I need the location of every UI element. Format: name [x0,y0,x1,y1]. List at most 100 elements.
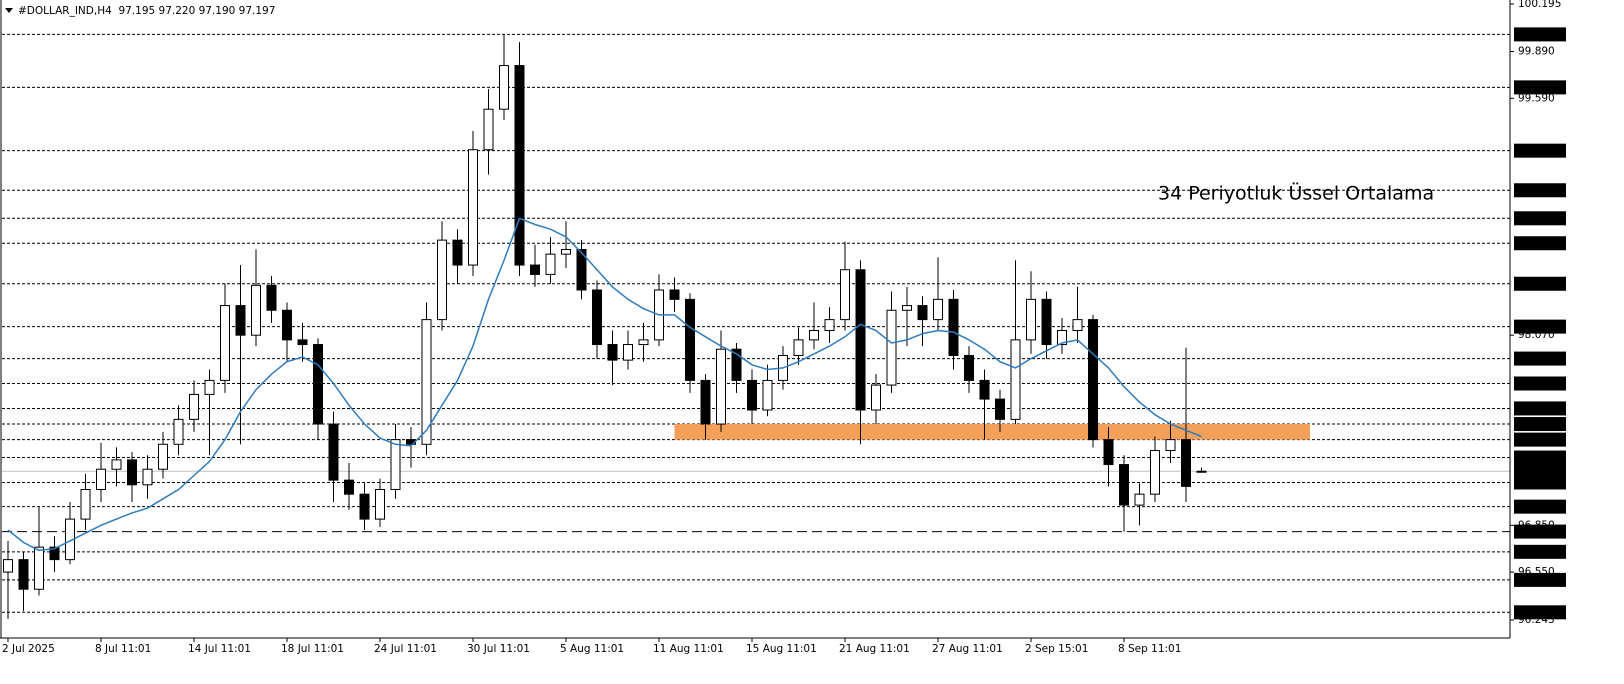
price-tag [1514,464,1566,479]
price-tag [1514,27,1566,42]
candle-body [731,348,742,381]
candle-body [468,149,478,266]
price-tag-label: 97.197 [1518,466,1555,478]
candle-body [824,319,835,332]
candle-body [1072,319,1083,332]
price-tag [1514,80,1566,95]
price-tag-label: 96.500 [1518,574,1555,586]
price-tag [1514,432,1566,447]
price-tag-label: 98.400 [1518,278,1555,290]
price-tag [1514,417,1566,432]
candle-body [251,284,261,336]
candle-body [948,298,959,356]
candle-body [669,289,680,300]
candle-body [1041,298,1052,346]
chart-title: #DOLLAR_IND,H4 97.195 97.220 97.190 97.1… [18,5,275,17]
price-tag [1514,544,1566,559]
x-tick-label: 5 Aug 11:01 [560,643,624,655]
candle-body [855,269,866,411]
price-tag [1514,183,1566,198]
candle-body [359,493,370,520]
candle-body [964,354,974,381]
price-tag [1514,524,1566,539]
candle-body [204,379,215,395]
price-tag-label: 96.810 [1518,526,1555,538]
candle-body [1119,464,1129,506]
candle-body [1088,319,1098,441]
candle-body [607,344,618,361]
candle-body [80,488,91,520]
candle-body [344,479,354,495]
candle-body [282,309,292,341]
candle-body [592,289,602,346]
price-tag-label: 98.660 [1518,238,1555,250]
price-tag [1514,572,1566,587]
candle-body [49,546,60,561]
candle-body [328,423,339,481]
candle-body [561,248,571,255]
candle-body [1057,330,1067,346]
price-tag-label: 99.000 [1518,185,1555,197]
candle-body [762,379,773,411]
candle-body [700,379,711,425]
candle-body [1165,439,1176,452]
candle-body [685,298,695,381]
x-tick-label: 8 Sep 11:01 [1118,643,1181,655]
candle-body [1134,493,1145,506]
x-tick-label: 30 Jul 11:01 [467,643,530,655]
x-tick-label: 14 Jul 11:01 [188,643,251,655]
x-tick-label: 15 Aug 11:01 [746,643,817,655]
candle-body [313,344,323,425]
candle-body [499,65,509,110]
menu-triangle[interactable] [5,8,13,13]
x-tick-label: 8 Jul 11:01 [95,643,151,655]
price-tag-label: 96.970 [1518,501,1555,513]
support-zone [674,424,1310,440]
price-tag-label: 99.254 [1518,145,1555,157]
candle-body [235,305,246,336]
candle-body [886,309,897,386]
candle-body [809,330,819,341]
candle-body [576,248,587,291]
candle-body [375,488,385,520]
candle-body [266,284,277,311]
price-tag [1514,401,1566,416]
candle-body [34,546,44,590]
price-tag [1514,499,1566,514]
y-tick-label: 100.195 [1518,0,1561,10]
levels [2,33,1510,613]
price-tag [1514,211,1566,226]
candle-body [142,468,153,486]
price-tag [1514,376,1566,391]
candle-body [793,339,804,356]
candle-body [452,239,463,266]
price-tag-label: 97.920 [1518,353,1555,365]
x-tick-label: 18 Jul 11:01 [281,643,344,655]
candle-body [1026,298,1036,341]
candle-body [514,65,525,266]
annotation: 34 Periyotluk Üssel Ortalama [1158,182,1434,205]
price-tag-label: 97.285 [1518,452,1555,464]
price-tag-label: 97.125 [1518,477,1555,489]
candle-body [716,348,726,425]
candle-body [871,384,881,411]
price-tag-label: 98.125 [1518,321,1555,333]
candle-body [933,298,943,321]
candle-body [111,459,122,470]
candle-body [840,269,850,321]
price-tag-label: 97.400 [1518,434,1555,446]
price-tag-label: 96.292 [1518,607,1555,619]
price-tag [1514,143,1566,158]
zone-layer [674,424,1310,440]
price-tag-label: 100.000 [1518,29,1561,41]
price-tag-label: 97.760 [1518,378,1555,390]
price-tag-label: 96.680 [1518,546,1555,558]
x-tick-label: 21 Aug 11:01 [839,643,910,655]
price-tag [1514,605,1566,620]
x-tick-label: 11 Aug 11:01 [653,643,724,655]
price-tag [1514,475,1566,490]
candle-body [158,443,168,470]
axis-layer: 100.19599.89099.59098.07096.85096.55096.… [2,0,1566,655]
